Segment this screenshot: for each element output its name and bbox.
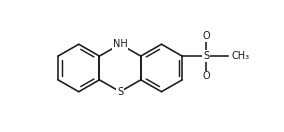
Text: S: S xyxy=(117,87,123,97)
Text: O: O xyxy=(202,31,210,41)
Text: O: O xyxy=(202,71,210,81)
Text: CH₃: CH₃ xyxy=(232,51,250,61)
Text: S: S xyxy=(203,51,209,61)
Text: NH: NH xyxy=(113,39,128,49)
